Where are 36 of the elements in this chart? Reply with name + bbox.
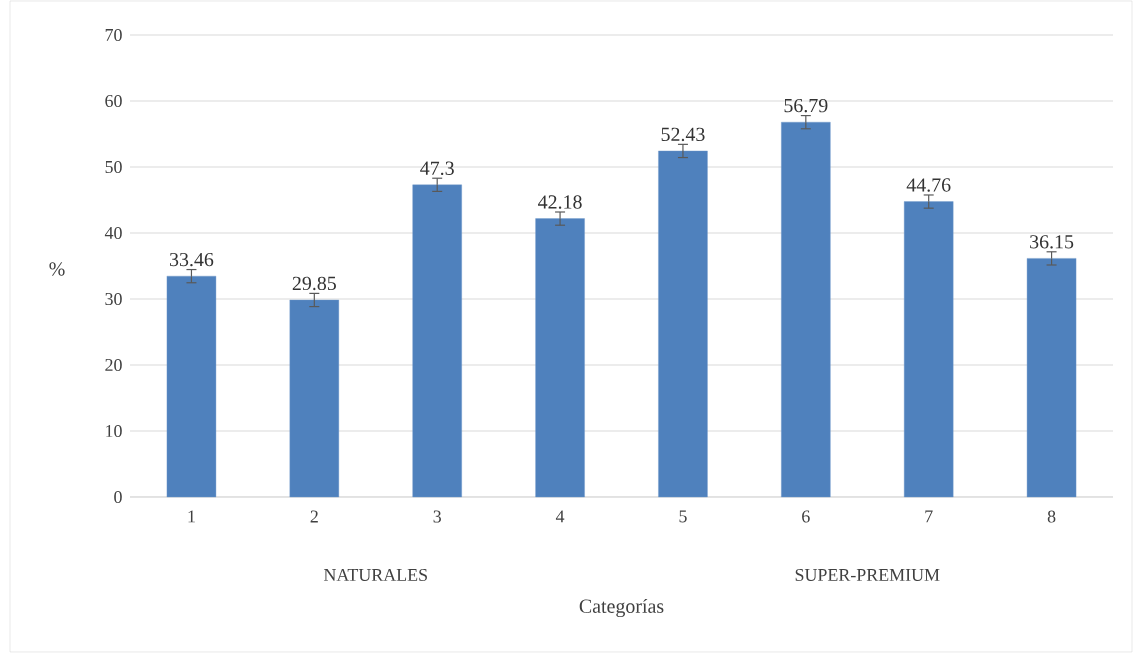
x-tick-label: 4: [555, 510, 565, 523]
x-axis-title: Categorías: [579, 598, 664, 618]
data-label: 56.79: [784, 98, 828, 113]
y-tick-label: 40: [104, 226, 122, 240]
x-tick-label: 1: [188, 510, 195, 523]
y-tick-label: 10: [106, 424, 122, 438]
data-label: 44.76: [906, 178, 951, 192]
y-tick-label: 70: [105, 28, 122, 42]
x-tick-label: 7: [925, 510, 933, 523]
x-tick-label: 8: [1047, 510, 1056, 523]
y-tick-label: 0: [114, 490, 122, 504]
bar: [904, 201, 954, 498]
data-label: 29.85: [292, 276, 336, 291]
x-tick-label: 6: [802, 510, 810, 523]
x-tick-label: 2: [310, 510, 318, 523]
data-label: 47.3: [420, 161, 454, 176]
x-tick-label: 5: [679, 510, 687, 523]
data-label: 42.18: [538, 195, 582, 209]
text: NATURALES: [323, 568, 427, 582]
bar: [166, 275, 217, 498]
y-axis-title: %: [49, 262, 65, 276]
bar: [781, 121, 831, 498]
bar: [1026, 258, 1077, 498]
text: SUPER-PREMIUM: [795, 568, 940, 582]
y-tick-label: 50: [105, 160, 122, 174]
y-tick-label: 20: [105, 358, 122, 372]
bar: [289, 299, 340, 498]
bar: [535, 218, 585, 498]
data-label: 52.43: [661, 127, 705, 142]
bar: [412, 184, 462, 498]
bar: [658, 150, 708, 498]
x-tick-label: 3: [433, 510, 441, 523]
y-tick-label: 60: [105, 94, 122, 108]
y-tick-label: 30: [105, 292, 122, 306]
data-label: 33.46: [169, 252, 214, 267]
data-label: 36.15: [1030, 235, 1074, 249]
